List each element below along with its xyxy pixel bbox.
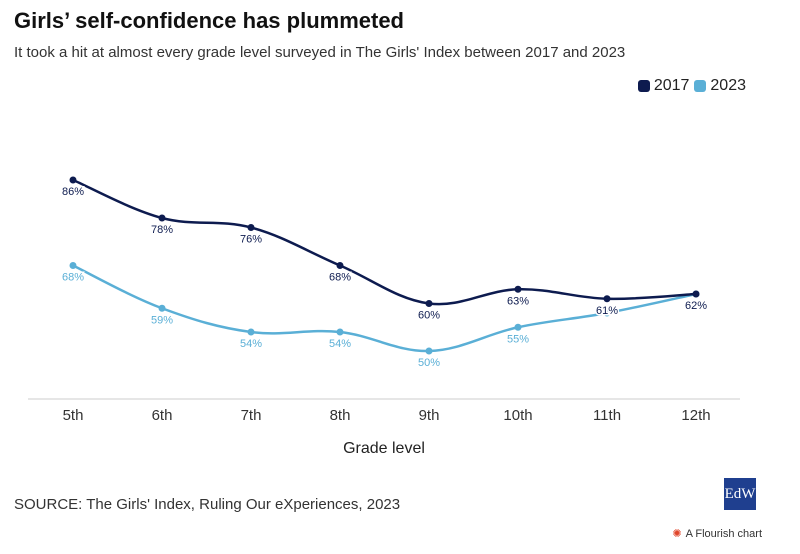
chart-subtitle: It took a hit at almost every grade leve… — [14, 44, 626, 61]
x-tick-label: 10th — [503, 407, 532, 424]
data-point-2017 — [425, 300, 433, 307]
flourish-credit[interactable]: ✺ A Flourish chart — [672, 527, 762, 541]
data-point-2017 — [336, 262, 344, 269]
x-tick-label: 6th — [152, 407, 173, 424]
legend-swatch-2017 — [637, 80, 650, 92]
data-point-2023 — [514, 323, 522, 331]
series-line-2023 — [72, 264, 697, 353]
data-point-2017 — [692, 290, 700, 298]
data-label-2017: 86% — [62, 186, 84, 198]
data-point-2023 — [603, 309, 611, 317]
flourish-label: A Flourish chart — [685, 527, 762, 540]
flourish-star-icon: ✺ — [672, 528, 682, 540]
source-note: SOURCE: The Girls' Index, Ruling Our eXp… — [14, 496, 401, 513]
data-label-2017: 61% — [596, 305, 618, 317]
data-label-2023: 50% — [418, 357, 440, 369]
line-chart: 5th 6th 7th 8th 9th 10th 11th 12th Grade level 68… — [28, 176, 740, 457]
data-label-2017: 60% — [418, 310, 440, 322]
data-label-2023: 59% — [151, 314, 173, 326]
data-label-2017: 62% — [685, 300, 707, 312]
legend: 2017 2023 — [637, 77, 746, 95]
data-label-2017: 76% — [240, 234, 262, 246]
data-label-2023: 68% — [62, 272, 84, 284]
edweek-logo[interactable]: EdW — [724, 478, 756, 510]
x-tick-label: 5th — [63, 407, 84, 424]
series-line-2017 — [72, 178, 697, 306]
x-tick-label: 9th — [419, 407, 440, 424]
data-point-2017 — [514, 285, 522, 293]
data-label-2017: 63% — [507, 295, 529, 307]
legend-item-2023[interactable]: 2023 — [694, 77, 746, 95]
data-point-2023 — [69, 262, 77, 269]
x-tick-label: 12th — [681, 407, 710, 424]
data-point-2023 — [336, 328, 344, 336]
x-tick-label: 7th — [241, 407, 262, 424]
legend-label-2017: 2017 — [653, 77, 690, 94]
legend-label-2023: 2023 — [710, 77, 746, 94]
data-point-2023 — [158, 304, 166, 312]
data-point-2017 — [69, 176, 77, 184]
data-point-2023 — [425, 347, 433, 355]
data-label-2023: 54% — [329, 338, 351, 350]
legend-item-2017[interactable]: 2017 — [637, 77, 690, 95]
data-label-2017: 68% — [329, 272, 351, 284]
data-label-2023: 54% — [240, 338, 262, 350]
chart-title: Girls’ self-confidence has plummeted — [14, 8, 404, 33]
data-label-2023: 55% — [507, 333, 529, 345]
data-point-2017 — [247, 224, 255, 231]
x-tick-label: 11th — [593, 407, 621, 424]
x-axis-title: Grade level — [343, 440, 425, 457]
data-label-2017: 78% — [151, 224, 173, 236]
data-point-2023 — [247, 328, 255, 336]
data-point-2017 — [603, 295, 611, 303]
data-point-2017 — [158, 214, 166, 222]
legend-swatch-2023 — [694, 80, 707, 92]
x-tick-label: 8th — [330, 407, 351, 424]
